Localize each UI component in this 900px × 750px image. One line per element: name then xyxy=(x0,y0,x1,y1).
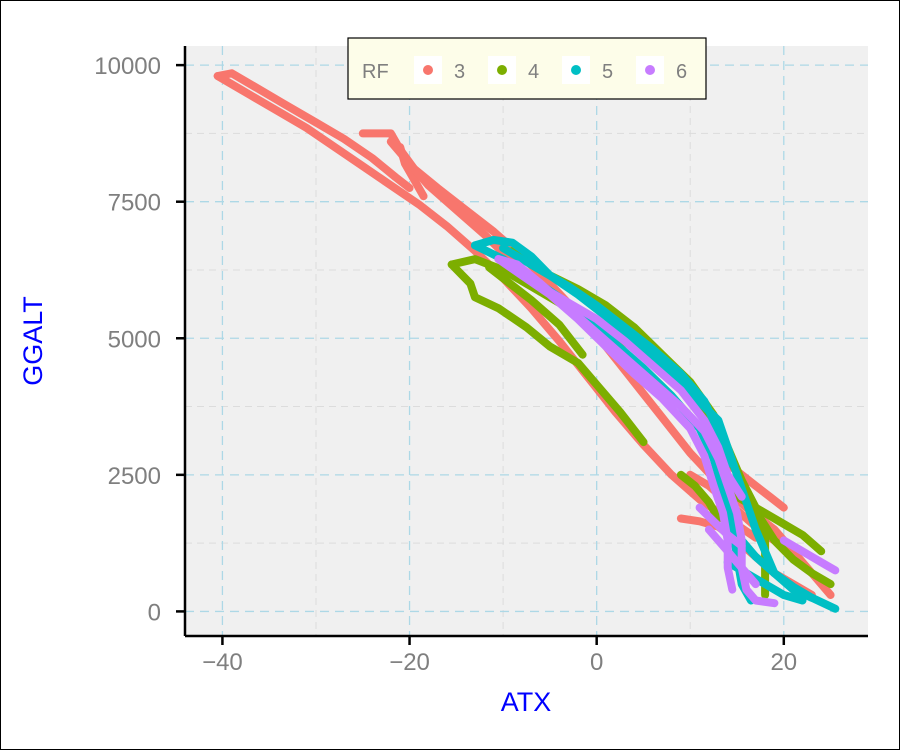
axes xyxy=(183,46,868,638)
y-tick-label: 0 xyxy=(148,599,161,626)
series-4-trace xyxy=(447,260,648,447)
legend: RF 3 4 5 6 xyxy=(347,37,707,100)
y-tick-label: 10000 xyxy=(94,53,161,80)
legend-key-dot xyxy=(571,65,581,75)
y-tick-label: 7500 xyxy=(108,190,161,217)
series-4-trace xyxy=(676,470,723,523)
x-axis-title: ATX xyxy=(501,687,552,717)
series-4-trace xyxy=(485,263,587,359)
legend-entry-4: 4 xyxy=(488,56,539,84)
series-6-trace xyxy=(779,536,840,575)
data-series xyxy=(213,69,840,613)
legend-title: RF xyxy=(362,61,389,83)
series-6-trace xyxy=(536,282,746,501)
major-gridlines xyxy=(185,46,868,636)
y-tick-label: 2500 xyxy=(108,463,161,490)
legend-entry-label: 3 xyxy=(454,61,465,83)
x-tick-label: 20 xyxy=(770,649,797,676)
legend-entry-3: 3 xyxy=(414,56,465,84)
legend-key-dot xyxy=(423,65,433,75)
legend-entry-label: 5 xyxy=(602,61,613,83)
x-ticks: −40 −20 0 20 xyxy=(202,636,797,676)
series-5-trace xyxy=(499,244,732,468)
series-6-trace xyxy=(704,525,760,589)
legend-entry-5: 5 xyxy=(562,56,613,84)
legend-entry-label: 6 xyxy=(676,61,687,83)
y-tick-label: 5000 xyxy=(108,326,161,353)
legend-entry-6: 6 xyxy=(636,56,687,84)
series-6 xyxy=(494,255,840,608)
y-axis-title: GGALT xyxy=(18,296,48,386)
series-3-trace xyxy=(213,69,414,192)
series-5-trace xyxy=(733,530,816,602)
x-tick-label: −40 xyxy=(202,649,243,676)
series-3-trace xyxy=(213,72,760,542)
x-tick-label: −20 xyxy=(389,649,430,676)
x-tick-label: 0 xyxy=(590,649,603,676)
y-ticks: 0 2500 5000 7500 10000 xyxy=(94,53,185,626)
legend-key-dot xyxy=(497,65,507,75)
legend-entries: 3 4 5 6 xyxy=(414,56,687,84)
series-6-trace xyxy=(695,503,746,550)
legend-entry-label: 4 xyxy=(528,61,539,83)
legend-key-dot xyxy=(645,65,655,75)
